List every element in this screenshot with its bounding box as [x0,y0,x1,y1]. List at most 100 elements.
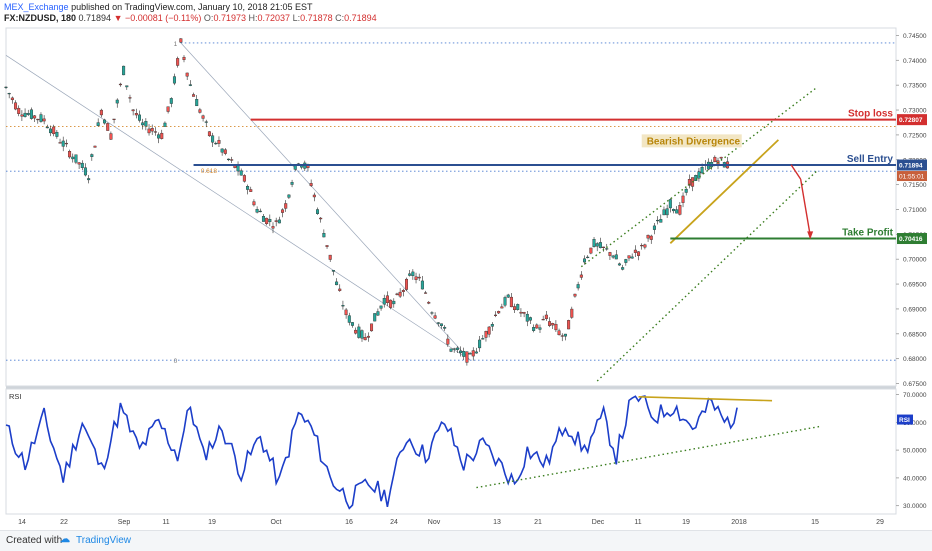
candle-body [522,312,526,314]
candle-body [265,217,269,225]
candle-body [719,156,723,159]
candle-body [284,203,288,209]
candle-body [363,337,367,341]
candle-body [598,242,602,249]
candle-body [354,329,358,334]
candle-body [49,128,53,134]
rsi-badge-label: RSI [899,417,910,424]
time-axis-label: 11 [162,519,169,526]
divergence-label-box [641,134,742,148]
candle-body [341,305,345,307]
close-value: 0.71894 [344,13,377,23]
take-profit-price-tag [897,233,927,245]
candle-body [490,324,494,327]
candle-body [570,308,574,318]
candle-body [198,109,202,113]
time-axis-label: 13 [493,519,501,526]
divergence-label: Bearish Divergence [647,136,741,147]
candle-body [20,114,24,117]
candle-body [474,351,478,354]
candle-body [71,156,75,160]
time-axis-label: Oct [271,519,282,526]
candle-body [195,99,199,107]
candle-body [61,140,65,147]
candle-body [230,159,234,161]
candle-body [592,239,596,247]
candle-body [624,259,628,263]
candle-body [322,232,326,238]
candle-body [484,331,488,338]
candle-body [557,330,561,336]
published-text: published on TradingView.com, January 10… [71,2,313,12]
candle-body [239,170,243,176]
candle-body [519,311,523,314]
price-change: ▼ −0.00081 (−0.11%) [113,13,202,23]
candle-body [45,126,49,129]
candle-body [627,255,631,259]
candle-body [166,106,170,112]
candle-body [681,195,685,203]
candle-body [17,107,21,114]
candle-body [141,122,145,126]
open-label: O: [203,13,214,23]
candle-body [39,114,43,122]
candle-body [538,327,542,330]
candle-body [579,274,583,278]
tradingview-brand[interactable]: TradingView [76,535,132,546]
fib-diagonal [180,42,471,361]
sell-entry-price-tag [897,159,927,171]
candle-body [192,94,196,97]
candle-body [576,284,580,289]
fib-label-0: 0 [174,358,178,365]
candle-body [277,219,281,224]
candle-body [366,335,370,338]
price-axis-label: 0.73500 [903,83,927,90]
candle-body [449,348,453,352]
candle-body [528,317,532,321]
candle-body [153,131,157,133]
candle-body [443,326,447,329]
candle-body [414,276,418,280]
trend-diagonal [5,55,471,361]
candle-body [424,292,428,294]
candle-body [106,123,110,131]
rsi-axis-label: 40.0000 [903,475,927,482]
candle-body [672,209,676,212]
countdown-tag [897,171,927,182]
candle-body [77,162,81,165]
candle-body [328,254,332,260]
take-profit-label: Take Profit [842,228,894,239]
rsi-axis-label: 50.0000 [903,448,927,455]
candle-body [554,323,558,331]
candle-body [455,347,459,350]
price-axis-label: 0.73000 [903,108,927,115]
author-link[interactable]: MEX_Exchange [4,2,69,12]
candle-body [268,219,272,223]
take-profit-price-value: 0.70416 [899,236,923,243]
candle-body [487,326,491,335]
price-axis-label: 0.69500 [903,282,927,289]
candle-body [350,322,354,326]
footer-bar: Created with ☁ TradingView [0,530,932,551]
candle-body [373,313,377,322]
time-axis-label: Sep [118,519,131,526]
candle-body [452,348,456,350]
high-label: H: [248,13,258,23]
candle-body [700,167,704,174]
chart-canvas[interactable]: 0.74500 0.74000 0.73500 0.73000 0.72500 0.720… [0,0,932,530]
candle-body [74,154,78,163]
fib-label-1: 1 [174,41,178,48]
candle-body [605,248,609,250]
candle-body [201,115,205,119]
candle-body [389,299,393,308]
time-axis-label: 15 [811,519,819,526]
candle-body [274,220,278,222]
price-axis-label: 0.68000 [903,356,927,363]
candle-body [548,321,552,326]
candle-body [567,320,571,330]
arrow-segment-2 [799,179,811,236]
candle-body [532,327,536,331]
candle-body [261,216,265,222]
candles-group [4,38,730,366]
candle-body [93,145,97,148]
